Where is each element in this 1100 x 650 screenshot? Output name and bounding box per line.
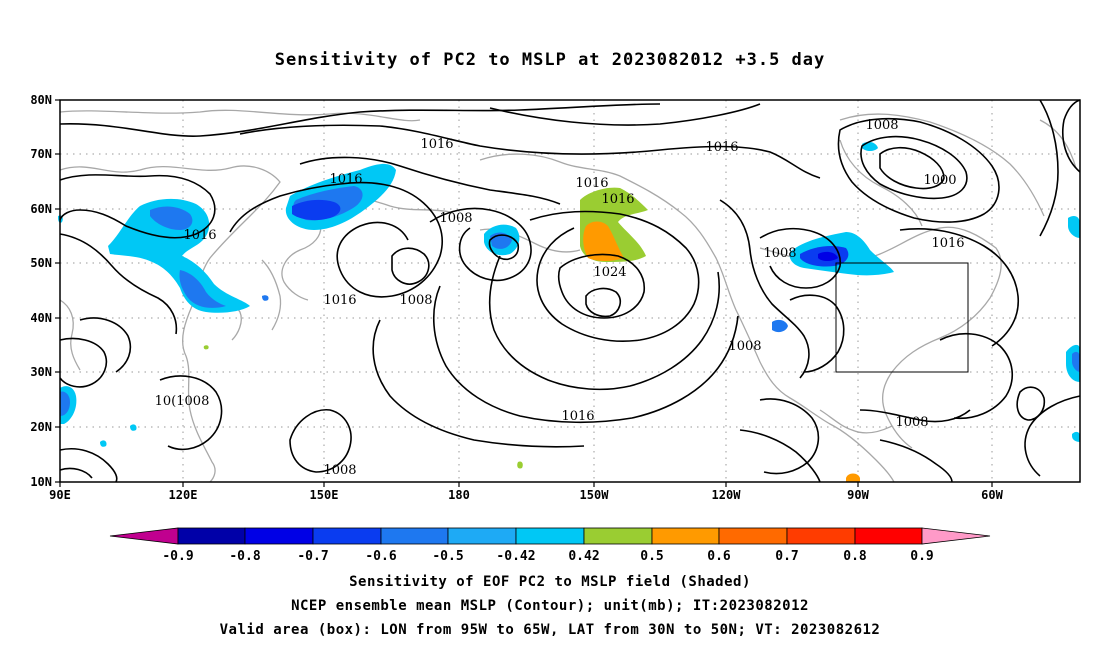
lat-label: 80N — [30, 93, 52, 107]
lon-label: 120W — [712, 488, 742, 502]
lat-label: 10N — [30, 475, 52, 489]
contour-label: 1008 — [323, 463, 356, 478]
shade-okhotsk-dark — [292, 199, 341, 221]
latitude-labels: 80N 70N 60N 50N 40N 30N 20N 10N — [30, 93, 52, 489]
colorbar-cell — [515, 527, 585, 545]
colorbar-label: -0.9 — [162, 549, 193, 564]
contour-label: 1016 — [575, 176, 608, 191]
caption-valid-area: Valid area (box): LON from 95W to 65W, L… — [219, 622, 881, 638]
lon-label: 150W — [580, 488, 610, 502]
lat-label: 70N — [30, 147, 52, 161]
contour-label: 1008 — [895, 415, 928, 430]
shade-siberia-dark — [150, 206, 193, 230]
colorbar-cell — [583, 527, 653, 545]
axis-ticks — [55, 99, 993, 487]
shade-small-green — [517, 461, 523, 469]
colorbar-cell — [718, 527, 788, 545]
colorbar-label: -0.7 — [297, 549, 328, 564]
shade-arctic — [862, 141, 878, 151]
lat-label: 50N — [30, 256, 52, 270]
lon-label: 90W — [847, 488, 869, 502]
colorbar: -0.9 -0.8 -0.7 -0.6 -0.5 -0.42 0.42 0.5 … — [109, 527, 991, 564]
shade-atlantic-south-dark — [1072, 351, 1080, 372]
shade-hudson-darkest — [818, 251, 838, 261]
colorbar-cell — [380, 527, 449, 545]
colorbar-label: 0.6 — [707, 549, 731, 564]
colorbar-cell — [651, 527, 720, 545]
contour-label: 1016 — [705, 140, 738, 155]
shade-small-2 — [130, 424, 137, 431]
contour-label: 1016 — [601, 192, 634, 207]
lat-label: 40N — [30, 311, 52, 325]
colorbar-cell — [312, 527, 382, 545]
colorbar-label: 0.5 — [640, 549, 663, 564]
lat-label: 20N — [30, 420, 52, 434]
lon-label: 90E — [49, 488, 71, 502]
colorbar-label: 0.9 — [910, 549, 933, 564]
colorbar-label: 0.7 — [775, 549, 798, 564]
shade-atlantic-east — [1068, 216, 1080, 238]
colorbar-label: -0.5 — [432, 549, 463, 564]
colorbar-label: 0.42 — [568, 549, 599, 564]
colorbar-cell — [786, 527, 856, 545]
colorbar-cell — [177, 527, 246, 545]
contour-label: 1016 — [183, 228, 216, 243]
shade-south-china-dark — [60, 391, 70, 416]
colorbar-cell — [854, 527, 923, 545]
lat-label: 30N — [30, 365, 52, 379]
map-frame — [59, 99, 1081, 483]
colorbar-cell — [109, 527, 179, 545]
contour-label: 1000 — [923, 173, 956, 188]
sensitivity-shading — [58, 141, 1080, 482]
shade-siberia-south — [179, 270, 226, 308]
lon-label: 150E — [310, 488, 339, 502]
contour-label: 1008 — [439, 211, 472, 226]
contour-label: 1024 — [593, 265, 626, 280]
contour-label: 1016 — [931, 236, 964, 251]
colorbar-label: -0.42 — [496, 549, 535, 564]
longitude-labels: 90E 120E 150E 180 150W 120W 90W 60W — [49, 488, 1003, 502]
map-title: Sensitivity of PC2 to MSLP at 2023082012… — [274, 50, 826, 70]
contour-label: 10(1008 — [155, 394, 210, 409]
mslp-contours — [59, 99, 1081, 483]
lon-label: 180 — [448, 488, 470, 502]
contour-label: 1016 — [329, 172, 362, 187]
map-gridlines — [60, 100, 1080, 482]
shade-siberia — [108, 198, 250, 313]
valid-area-box — [835, 262, 969, 373]
shade-small-green-2 — [203, 345, 209, 350]
caption-shading: Sensitivity of EOF PC2 to MSLP field (Sh… — [349, 574, 751, 590]
colorbar-label: -0.6 — [365, 549, 396, 564]
shade-atlantic-far-south — [1072, 431, 1080, 442]
shade-gulf-mexico — [846, 473, 860, 482]
colorbar-cell — [244, 527, 314, 545]
colorbar-label: -0.8 — [229, 549, 260, 564]
colorbar-cell — [921, 527, 991, 545]
lon-label: 120E — [169, 488, 198, 502]
contour-label: 1008 — [763, 246, 796, 261]
shade-gulf-alaska-orange — [583, 221, 624, 261]
contour-label: 1008 — [399, 293, 432, 308]
shade-small-1 — [100, 440, 107, 447]
colorbar-cell — [447, 527, 517, 545]
colorbar-label: 0.8 — [843, 549, 867, 564]
contour-label: 1008 — [865, 118, 898, 133]
contour-label: 1008 — [728, 339, 761, 354]
shade-small-3 — [262, 295, 269, 301]
contour-label: 1016 — [323, 293, 356, 308]
contour-label: 1016 — [420, 137, 453, 152]
lat-label: 60N — [30, 202, 52, 216]
shade-west-us — [772, 319, 788, 333]
lon-label: 60W — [981, 488, 1003, 502]
caption-contour: NCEP ensemble mean MSLP (Contour); unit(… — [291, 598, 809, 614]
contour-labels: 1016 1016 1016 1016 1016 1016 1016 1016 … — [155, 118, 965, 478]
contour-label: 1016 — [561, 409, 594, 424]
